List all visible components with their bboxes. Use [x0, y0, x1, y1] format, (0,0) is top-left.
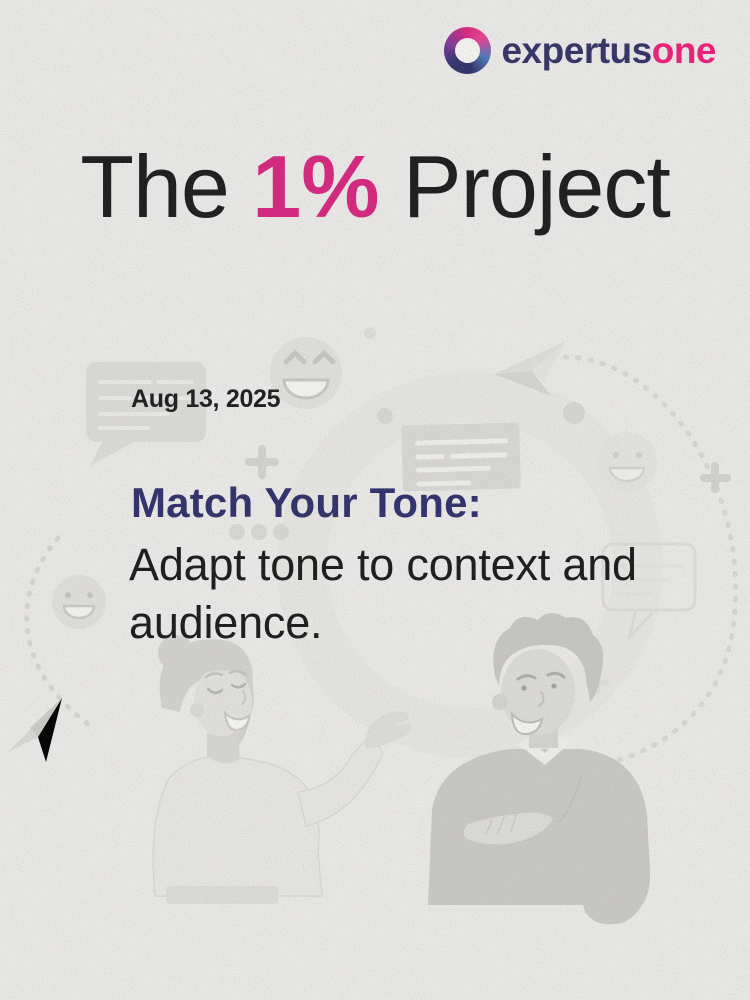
logo-text-primary: expertus	[501, 30, 652, 71]
title-prefix: The	[80, 137, 253, 236]
title-highlight: 1%	[252, 137, 380, 236]
logo-wordmark: expertusone	[501, 32, 716, 69]
laughing-emoji-icon	[270, 337, 342, 409]
smiley-emoji-right-icon	[597, 432, 657, 492]
expertusone-logo-icon	[439, 21, 497, 80]
dotted-curve-left-icon	[24, 535, 91, 727]
logo-text-accent: one	[651, 30, 717, 71]
page-title: The 1% Project	[0, 137, 750, 236]
smiley-emoji-left-icon	[52, 575, 106, 629]
speech-bubble-icon	[86, 362, 206, 466]
paper-plane-bottom-left-icon	[8, 698, 62, 762]
post-body: Adapt tone to context and audience.	[129, 539, 637, 648]
title-suffix: Project	[379, 137, 671, 236]
expertusone-logo: expertusone	[439, 21, 717, 80]
post-heading: Match Your Tone:	[131, 479, 482, 526]
post-date: Aug 13, 2025	[131, 385, 281, 413]
